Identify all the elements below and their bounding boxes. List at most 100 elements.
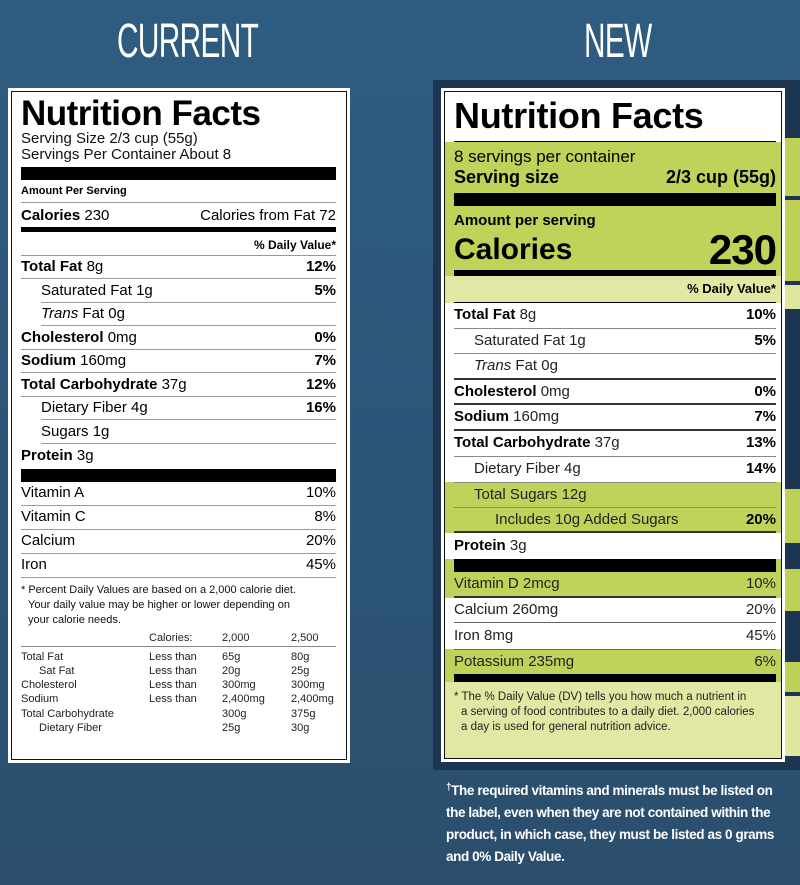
nutrient-amount: 8g xyxy=(86,258,104,275)
table-cell: 30g xyxy=(291,721,310,734)
nutrient-amount: 0g xyxy=(108,305,125,322)
nutrient-amount: 160mg xyxy=(513,408,560,426)
table-cell: Total Fat xyxy=(21,650,64,663)
nutrient-row: Total Fat 8g 12% xyxy=(21,256,336,279)
nutrient-dv: 0% xyxy=(754,382,776,400)
thick-divider xyxy=(454,193,776,206)
amount-per-serving: Amount per serving xyxy=(454,212,596,229)
calories-value: 230 xyxy=(84,206,110,224)
servings-per-container: Servings Per Container About 8 xyxy=(21,146,232,163)
vitamins-minerals-note: †The required vitamins and minerals must… xyxy=(446,780,791,868)
nutrient-row: Cholesterol 0mg 0% xyxy=(21,326,336,350)
nutrient-amount: 37g xyxy=(594,434,620,452)
nutrient-name: Dietary Fiber xyxy=(474,460,560,478)
dagger-symbol: † xyxy=(446,782,452,793)
vitamin-name: Potassium 235mg xyxy=(454,653,575,671)
highlight-connector xyxy=(780,569,800,611)
nutrient-row: Cholesterol 0mg 0% xyxy=(454,380,776,406)
table-cell xyxy=(149,721,222,735)
table-cell: Less than xyxy=(149,693,197,706)
table-cell: 65g xyxy=(222,650,241,663)
table-header: Calories: xyxy=(149,630,222,647)
vitamin-dv: 6% xyxy=(754,653,776,671)
nutrient-name: Sodium xyxy=(454,408,509,426)
nutrient-dv: 7% xyxy=(314,352,336,369)
table-row: Cholesterol Less than 300mg 300mg xyxy=(21,678,336,692)
sugars-section: Total Sugars 12g Includes 10g Added Suga… xyxy=(445,482,781,534)
footnote-line: a serving of food contributes to a daily… xyxy=(461,706,755,719)
current-nutrition-label: Nutrition Facts Serving Size 2/3 cup (55… xyxy=(8,88,350,763)
serving-size-label: Serving size xyxy=(454,167,560,187)
nutrient-amount: 12g xyxy=(561,485,587,503)
label-title: Nutrition Facts xyxy=(21,94,261,133)
nutrient-name: Saturated Fat xyxy=(474,331,565,349)
nutrient-row: Total Carbohydrate 37g 12% xyxy=(21,373,336,397)
nutrient-row: Trans Fat 0g xyxy=(41,303,336,326)
nutrient-dv: 12% xyxy=(305,375,336,393)
footnote-line: * Percent Daily Values are based on a 2,… xyxy=(21,584,296,596)
footnote-line: Your daily value may be higher or lower … xyxy=(28,599,290,611)
vitamin-dv: 10% xyxy=(745,574,776,592)
amount-per-serving: Amount Per Serving xyxy=(21,180,336,203)
nutrient-name: Total Fat xyxy=(454,306,516,324)
nutrient-name: Protein xyxy=(21,447,73,464)
vitamin-row: Iron 8mg 45% xyxy=(454,623,776,649)
table-cell: Less than xyxy=(149,650,197,663)
footnote: * The % Daily Value (DV) tells you how m… xyxy=(445,682,781,745)
nutrient-amount: 160mg xyxy=(80,352,127,369)
nutrient-row: Dietary Fiber 4g 16% xyxy=(41,397,336,420)
table-cell: 80g xyxy=(291,650,310,663)
nutrient-row: Protein 3g xyxy=(21,444,336,468)
vitamin-row: Calcium 260mg 20% xyxy=(454,598,776,624)
dv-header: % Daily Value* xyxy=(21,232,336,256)
nutrient-amount: 0mg xyxy=(540,382,570,400)
nutrient-row: Dietary Fiber 4g 14% xyxy=(454,457,776,483)
vitamin-d-section: Vitamin D 2mcg 10% xyxy=(445,558,781,598)
highlight-connector xyxy=(780,285,800,309)
label-title: Nutrition Facts xyxy=(454,92,776,142)
nutrient-amount: 1g xyxy=(136,281,153,299)
nutrient-amount: 3g xyxy=(76,447,94,464)
vitamin-name: Iron xyxy=(21,556,47,573)
nutrient-name-italic: Trans xyxy=(41,305,79,322)
table-cell: Dietary Fiber xyxy=(39,721,102,734)
nutrient-dv: 5% xyxy=(754,331,776,349)
calories-from-fat: Calories from Fat 72 xyxy=(200,206,336,224)
nutrient-dv: 13% xyxy=(745,434,776,452)
table-cell: 2,400mg xyxy=(222,693,265,706)
table-cell: Sodium xyxy=(21,693,59,706)
nutrient-dv: 16% xyxy=(305,399,336,416)
table-cell: Less than xyxy=(149,678,197,691)
highlight-connector xyxy=(780,138,800,196)
nutrient-dv: 12% xyxy=(305,258,336,275)
dv-header: % Daily Value* xyxy=(454,276,776,303)
new-nutrition-label: Nutrition Facts 8 servings per container… xyxy=(441,88,785,762)
vitamin-row: Vitamin D 2mcg 10% xyxy=(454,572,776,598)
table-header: 2,500 xyxy=(291,630,336,647)
highlight-connector xyxy=(780,489,800,543)
nutrient-dv: 5% xyxy=(314,281,336,299)
vitamin-name: Iron 8mg xyxy=(454,626,514,644)
vitamin-dv: 45% xyxy=(305,556,336,573)
footnote-line: your calorie needs. xyxy=(28,614,121,626)
table-cell xyxy=(149,706,222,720)
nutrient-dv: 14% xyxy=(745,460,776,478)
nutrient-dv: 10% xyxy=(745,306,776,324)
nutrient-amount: 1g xyxy=(569,331,586,349)
calories-value: 230 xyxy=(708,226,777,273)
nutrient-dv: 7% xyxy=(754,408,776,426)
new-heading: NEW xyxy=(584,15,652,68)
nutrient-row: Sodium 160mg 7% xyxy=(21,350,336,373)
table-cell: 25g xyxy=(222,721,241,734)
vitamin-row: Calcium 20% xyxy=(21,530,336,554)
nutrient-amount: 4g xyxy=(564,460,581,478)
current-heading: CURRENT xyxy=(117,15,259,68)
thick-divider xyxy=(454,558,776,572)
note-text: The required vitamins and minerals must … xyxy=(446,783,775,864)
nutrient-name: Sugars xyxy=(41,422,89,440)
table-cell: 20g xyxy=(222,664,241,677)
nutrient-amount: 8g xyxy=(519,306,537,324)
nutrient-row: Protein 3g xyxy=(454,533,776,559)
calories-row: Calories 230 Calories from Fat 72 xyxy=(21,203,336,227)
protein-section: Protein 3g xyxy=(445,533,781,559)
